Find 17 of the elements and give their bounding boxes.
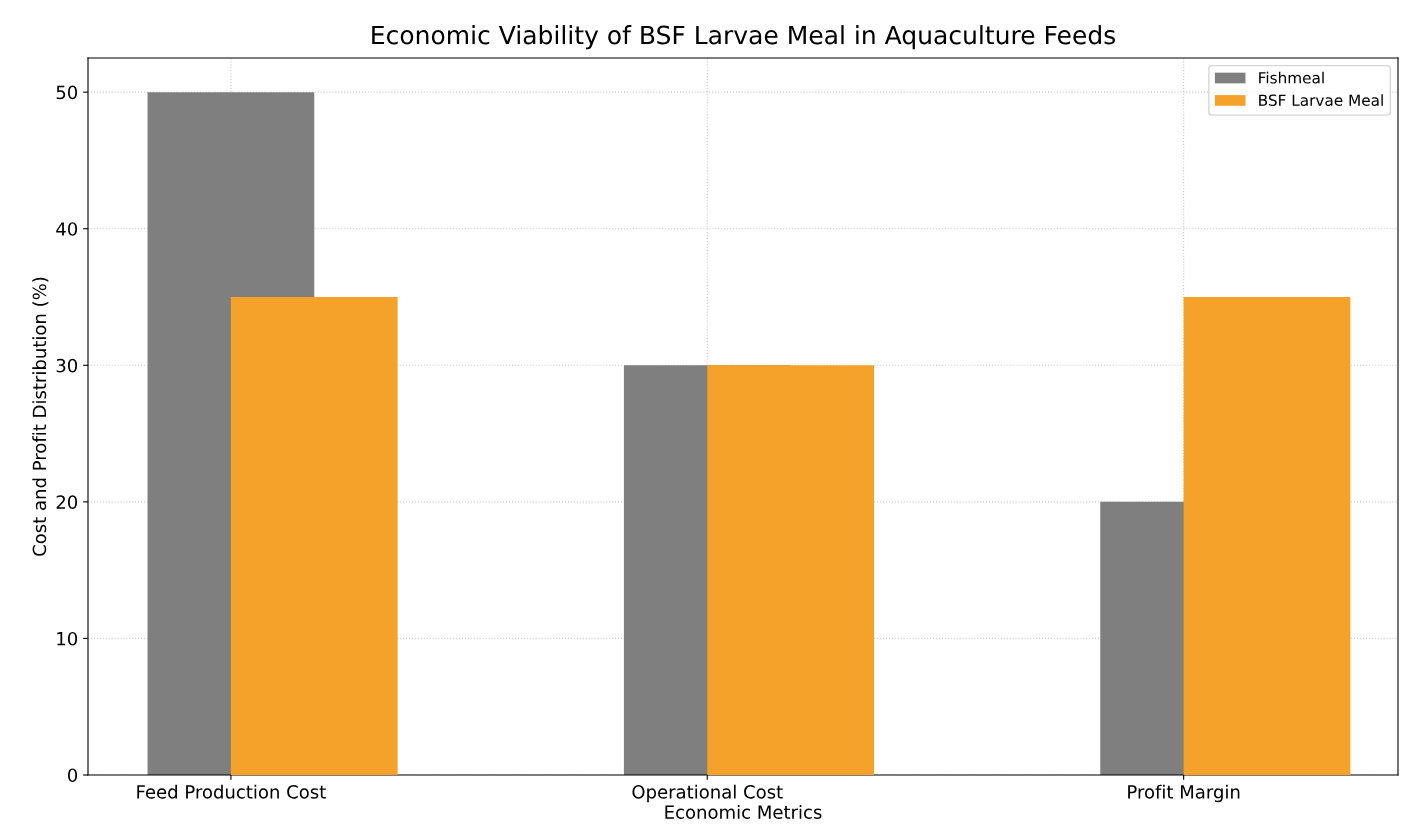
bar xyxy=(1183,297,1351,775)
y-tick-label: 30 xyxy=(56,358,78,373)
x-axis-title: Economic Metrics xyxy=(665,804,822,819)
legend-label: Fishmeal xyxy=(1259,71,1324,84)
y-axis-title: Cost and Profit Distribution (%) xyxy=(32,277,49,556)
y-tick-label: 10 xyxy=(57,631,78,646)
bar xyxy=(707,365,874,775)
y-tick-label: 0 xyxy=(67,768,78,783)
x-tick-label: Profit Margin xyxy=(1128,784,1240,803)
x-tick-label: Feed Production Cost xyxy=(137,784,326,799)
x-tick-label: Operational Cost xyxy=(632,784,783,803)
y-tick-label: 40 xyxy=(56,222,78,236)
chart-title: Economic Viability of BSF Larvae Meal in Aquaculture Feeds xyxy=(372,25,1115,50)
y-tick-label: 20 xyxy=(56,495,78,509)
y-tick-label: 50 xyxy=(56,85,78,100)
legend-label: BSF Larvae Meal xyxy=(1259,94,1383,106)
bar xyxy=(230,297,398,775)
